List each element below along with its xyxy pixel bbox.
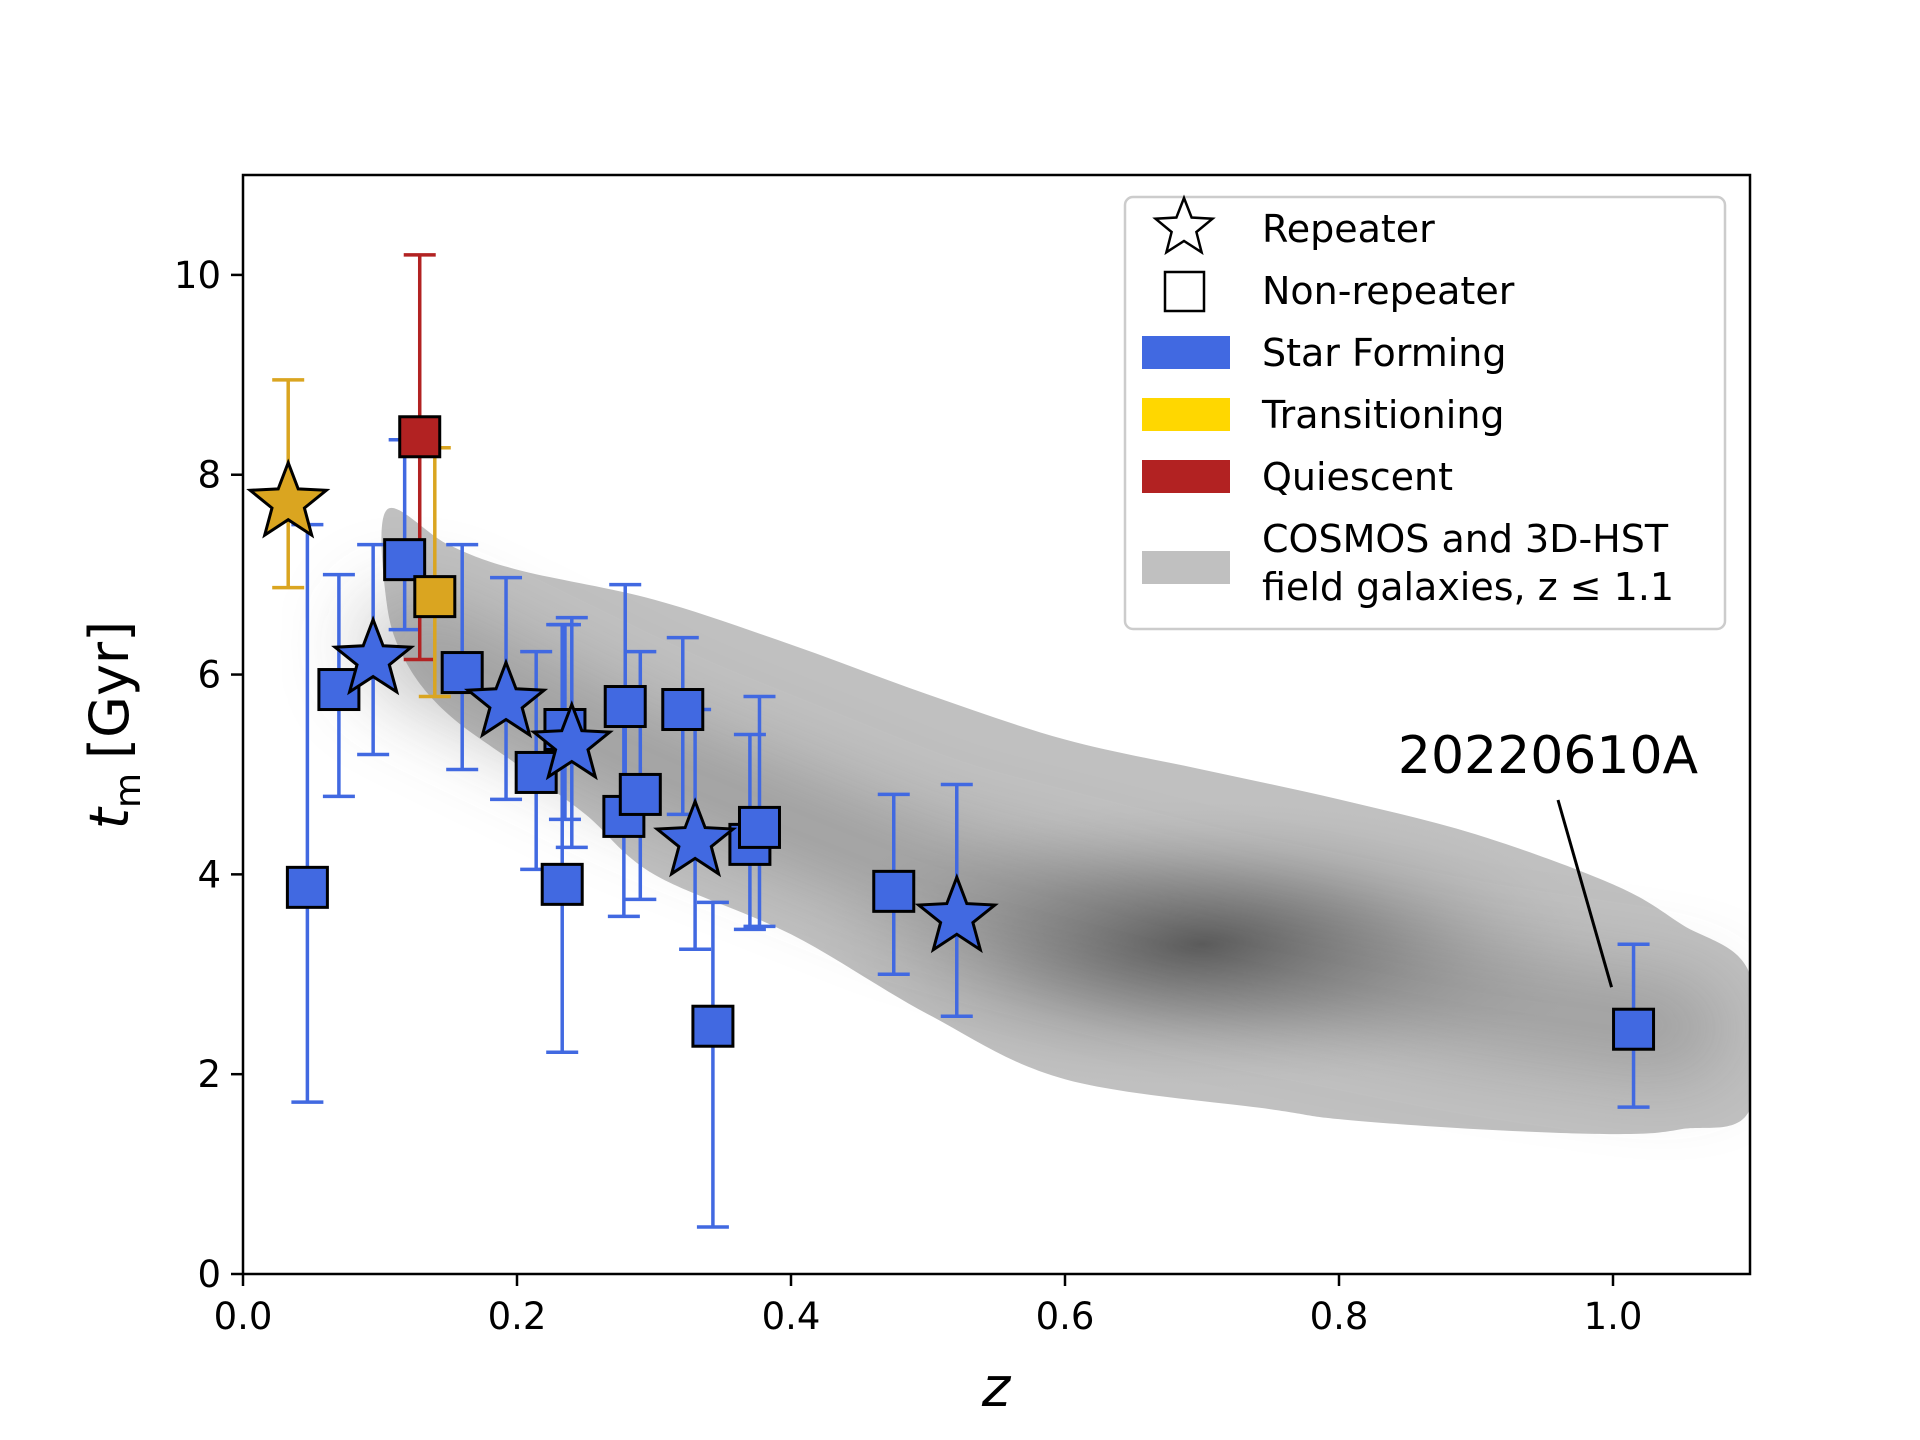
y-tick-label: 10 xyxy=(174,254,221,297)
field-density-ridge xyxy=(362,599,1727,1075)
y-axis-label-unit: [Gyr] xyxy=(78,621,141,759)
legend-item-field-galaxies: COSMOS and 3D-HST field galaxies, z ≤ 1.… xyxy=(1142,517,1674,609)
repeater-star-marker xyxy=(529,700,614,781)
y-tick-label: 8 xyxy=(197,454,221,497)
legend-item-non-repeater: Non-repeater xyxy=(1163,269,1515,313)
non-repeater-square-marker xyxy=(413,575,457,619)
y-tick-label: 6 xyxy=(197,654,221,697)
annotation-label: 20220610A xyxy=(1398,726,1699,786)
non-repeater-square-marker xyxy=(618,772,662,816)
non-repeater-square-marker xyxy=(737,805,781,849)
error-bar xyxy=(291,522,324,1104)
x-tick-label: 0.0 xyxy=(214,1295,273,1338)
legend-item-star-forming: Star Forming xyxy=(1142,331,1507,375)
legend-label-repeater: Repeater xyxy=(1262,207,1435,251)
annotation-leader-line xyxy=(1556,799,1613,988)
repeater-star-marker xyxy=(331,615,416,696)
non-repeater-square-marker xyxy=(603,685,647,729)
y-tick-label: 2 xyxy=(197,1053,221,1096)
non-repeater-square-marker xyxy=(1612,1007,1656,1051)
legend-patch-quiescent xyxy=(1142,460,1230,493)
legend-item-quiescent: Quiescent xyxy=(1142,455,1453,499)
x-tick-label: 0.4 xyxy=(762,1295,821,1338)
legend-patch-star-forming xyxy=(1142,336,1230,369)
non-repeater-square-marker xyxy=(540,862,584,906)
repeater-star-marker xyxy=(653,797,738,878)
legend-label-star-forming: Star Forming xyxy=(1262,331,1507,375)
y-tick-label: 4 xyxy=(197,853,221,896)
legend: Repeater Non-repeater Star Forming Trans… xyxy=(1123,194,1727,631)
repeater-star-marker xyxy=(914,873,999,954)
non-repeater-square-marker xyxy=(285,865,329,909)
legend-label-field-line2: field galaxies, z ≤ 1.1 xyxy=(1262,565,1674,609)
y-axis-ticks: 0 2 4 6 8 10 xyxy=(174,254,243,1296)
x-tick-label: 0.6 xyxy=(1036,1295,1095,1338)
legend-square-icon xyxy=(1163,270,1206,313)
legend-star-icon xyxy=(1152,194,1216,256)
plot-frame xyxy=(241,173,1752,1276)
x-axis-label: z xyxy=(981,1356,1012,1419)
x-tick-label: 0.2 xyxy=(488,1295,547,1338)
error-bar xyxy=(696,900,729,1229)
y-tick-label: 0 xyxy=(197,1253,221,1296)
legend-frame xyxy=(1123,195,1727,631)
legend-item-transitioning: Transitioning xyxy=(1142,393,1505,437)
legend-label-field-line1: COSMOS and 3D-HST xyxy=(1262,517,1669,561)
x-tick-label: 1.0 xyxy=(1584,1295,1643,1338)
non-repeater-square-marker xyxy=(661,688,705,732)
repeater-star-marker xyxy=(463,658,549,739)
legend-label-non-repeater: Non-repeater xyxy=(1262,269,1515,313)
legend-label-quiescent: Quiescent xyxy=(1262,455,1453,499)
annotation-leader xyxy=(1556,799,1613,988)
y-axis-label-sub: m xyxy=(108,773,149,808)
x-axis-ticks: 0.0 0.2 0.4 0.6 0.8 1.0 xyxy=(214,1274,1643,1338)
legend-label-transitioning: Transitioning xyxy=(1261,393,1505,437)
y-axis-label-main: t xyxy=(78,806,141,829)
non-repeater-square-marker xyxy=(383,538,427,582)
legend-patch-field xyxy=(1142,551,1230,584)
field-galaxy-density xyxy=(362,507,1750,1135)
repeater-star-marker xyxy=(246,458,331,539)
legend-item-repeater: Repeater xyxy=(1152,194,1435,256)
x-tick-label: 0.8 xyxy=(1310,1295,1369,1338)
legend-patch-transitioning xyxy=(1142,398,1230,431)
non-repeater-square-marker xyxy=(398,415,442,459)
data-markers xyxy=(246,415,1656,1051)
y-axis-label: tm [Gyr] xyxy=(78,621,149,829)
non-repeater-square-marker xyxy=(691,1004,735,1048)
non-repeater-square-marker xyxy=(440,651,484,695)
non-repeater-square-marker xyxy=(872,869,916,913)
